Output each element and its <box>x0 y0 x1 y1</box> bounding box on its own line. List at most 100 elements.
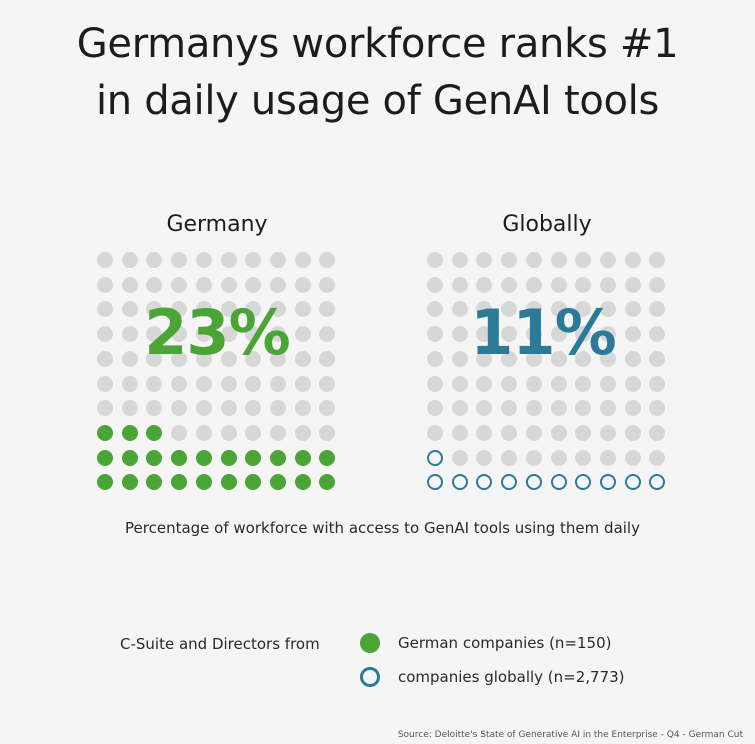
filled-dot <box>269 474 286 491</box>
outline-dot <box>501 474 518 491</box>
empty-dot <box>451 375 468 392</box>
empty-dot <box>575 276 592 293</box>
empty-dot <box>476 400 493 417</box>
percentage-globally: 11% <box>470 296 616 369</box>
empty-dot <box>146 375 163 392</box>
empty-dot <box>599 252 616 268</box>
empty-dot <box>525 326 542 343</box>
filled-dot <box>220 474 237 491</box>
outline-dot <box>427 474 443 491</box>
empty-dot <box>476 252 493 268</box>
empty-dot <box>624 276 641 293</box>
empty-dot <box>599 326 616 343</box>
empty-dot <box>649 449 666 466</box>
empty-dot <box>171 276 188 293</box>
empty-dot <box>294 326 311 343</box>
filled-dot <box>146 424 163 441</box>
filled-dot <box>319 449 336 466</box>
empty-dot <box>269 375 286 392</box>
empty-dot <box>97 350 113 367</box>
empty-dot <box>451 449 468 466</box>
empty-dot <box>649 424 666 441</box>
empty-dot <box>97 276 113 293</box>
empty-dot <box>451 424 468 441</box>
empty-dot <box>427 424 443 441</box>
empty-dot <box>550 276 567 293</box>
empty-dot <box>427 276 443 293</box>
empty-dot <box>121 276 138 293</box>
empty-dot <box>599 400 616 417</box>
empty-dot <box>427 400 443 417</box>
empty-dot <box>294 276 311 293</box>
empty-dot <box>319 276 336 293</box>
empty-dot <box>121 301 138 318</box>
filled-dot <box>319 474 336 491</box>
empty-dot <box>245 400 262 417</box>
empty-dot <box>550 326 567 343</box>
filled-dot <box>171 474 188 491</box>
empty-dot <box>525 301 542 318</box>
outline-dot <box>525 474 542 491</box>
chart-caption: Percentage of workforce with access to G… <box>125 519 640 537</box>
filled-dot <box>146 449 163 466</box>
empty-dot <box>195 276 212 293</box>
filled-dot <box>245 474 262 491</box>
empty-dot <box>195 350 212 367</box>
empty-dot <box>599 375 616 392</box>
empty-dot <box>624 301 641 318</box>
empty-dot <box>245 252 262 268</box>
empty-dot <box>146 350 163 367</box>
empty-dot <box>501 276 518 293</box>
empty-dot <box>171 252 188 268</box>
filled-dot <box>97 449 113 466</box>
filled-dot <box>146 474 163 491</box>
filled-dot <box>121 449 138 466</box>
empty-dot <box>599 276 616 293</box>
empty-dot <box>294 400 311 417</box>
outline-dot <box>427 449 443 466</box>
empty-dot <box>575 252 592 268</box>
empty-dot <box>245 301 262 318</box>
empty-dot <box>121 400 138 417</box>
empty-dot <box>220 424 237 441</box>
empty-dot <box>195 252 212 268</box>
outline-dot <box>476 474 493 491</box>
empty-dot <box>550 375 567 392</box>
empty-dot <box>649 301 666 318</box>
empty-dot <box>451 252 468 268</box>
empty-dot <box>171 350 188 367</box>
empty-dot <box>550 424 567 441</box>
empty-dot <box>220 252 237 268</box>
empty-dot <box>501 252 518 268</box>
empty-dot <box>624 375 641 392</box>
filled-dot <box>121 474 138 491</box>
title-line-1: Germanys workforce ranks #1 <box>76 21 679 67</box>
empty-dot <box>121 350 138 367</box>
empty-dot <box>146 252 163 268</box>
empty-dot <box>319 375 336 392</box>
empty-dot <box>97 252 113 268</box>
empty-dot <box>575 449 592 466</box>
empty-dot <box>294 252 311 268</box>
empty-dot <box>319 400 336 417</box>
empty-dot <box>451 301 468 318</box>
empty-dot <box>427 326 443 343</box>
filled-dot <box>121 424 138 441</box>
waffle-grid-globally <box>427 252 675 500</box>
empty-dot <box>624 252 641 268</box>
empty-dot <box>550 400 567 417</box>
empty-dot <box>501 301 518 318</box>
empty-dot <box>501 375 518 392</box>
legend-filled-dot-icon <box>360 633 380 653</box>
legend-label-global: companies globally (n=2,773) <box>398 668 625 686</box>
percentage-germany: 23% <box>144 296 290 369</box>
filled-dot <box>195 449 212 466</box>
empty-dot <box>501 424 518 441</box>
empty-dot <box>427 301 443 318</box>
empty-dot <box>220 276 237 293</box>
empty-dot <box>525 449 542 466</box>
empty-dot <box>195 424 212 441</box>
outline-dot <box>550 474 567 491</box>
empty-dot <box>220 350 237 367</box>
empty-dot <box>476 449 493 466</box>
